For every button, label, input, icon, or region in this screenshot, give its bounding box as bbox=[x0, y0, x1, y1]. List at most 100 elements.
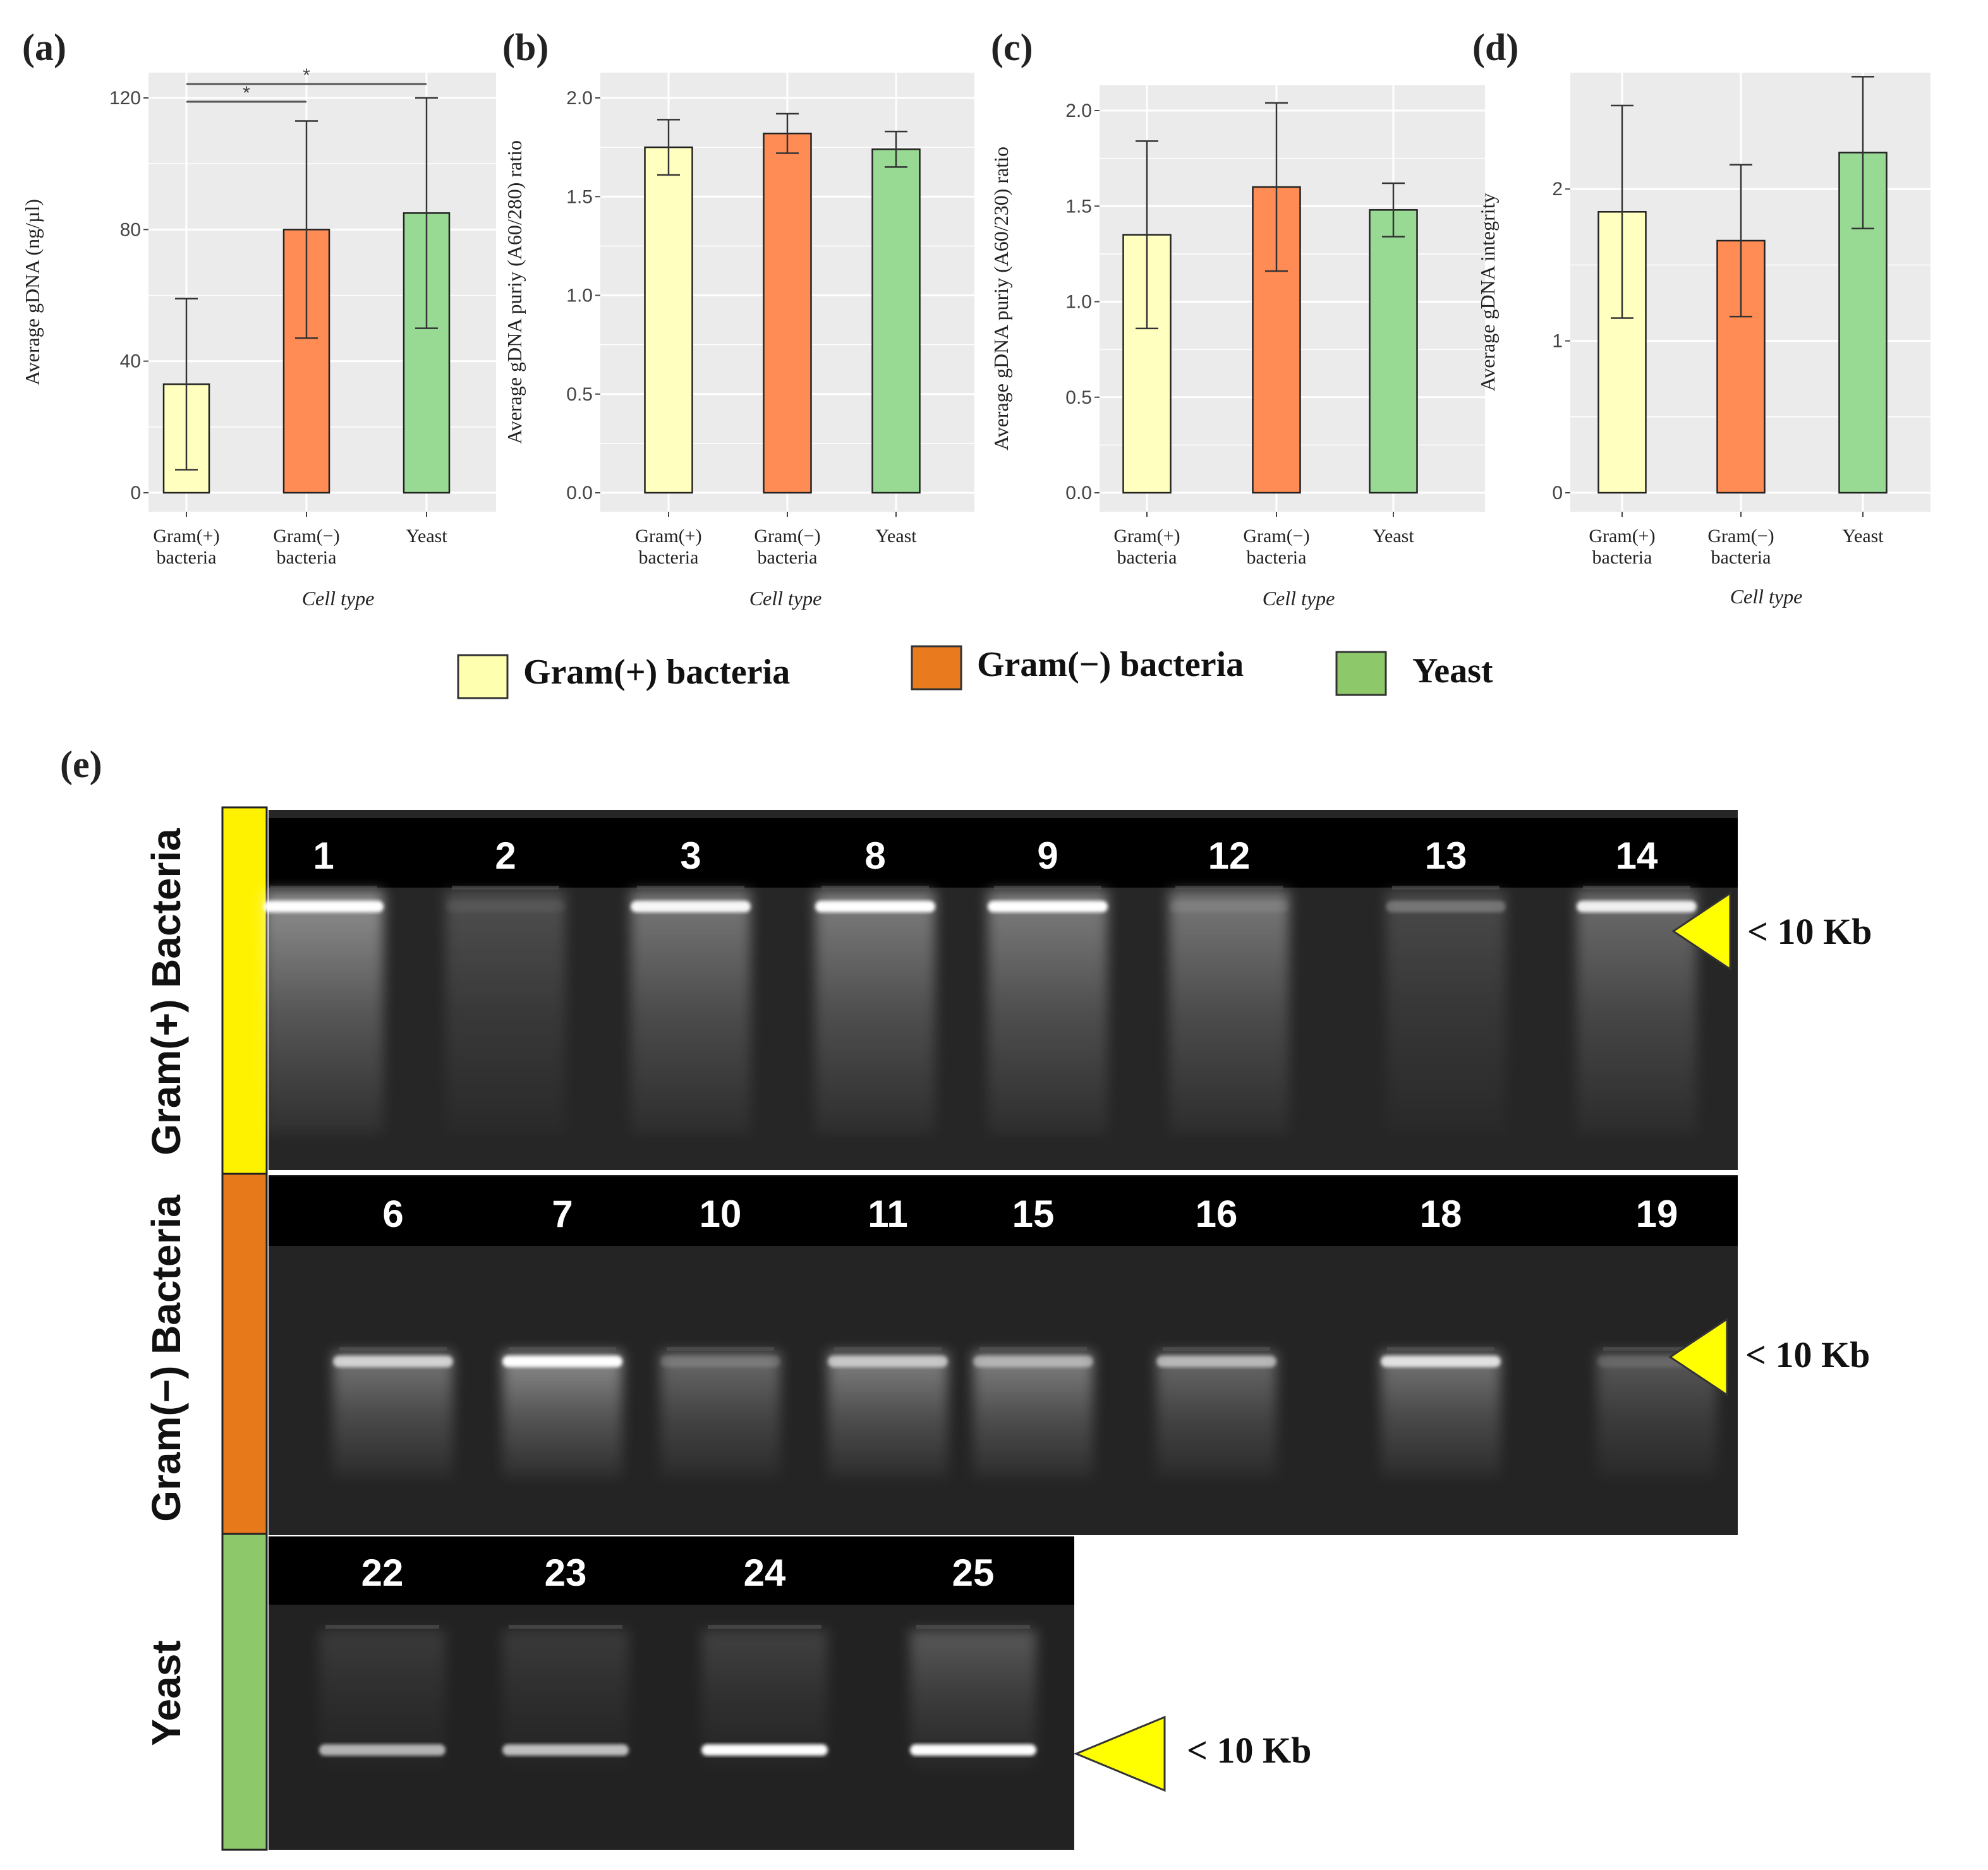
dna-band bbox=[1577, 901, 1697, 912]
size-marker-1: < 10 Kb bbox=[1671, 891, 1872, 971]
gel-well bbox=[637, 886, 744, 890]
x-tick-label: Gram(−) bacteria bbox=[273, 526, 339, 568]
legend: Gram(+) bacteria Gram(−) bacteria Yeast bbox=[457, 645, 1493, 699]
dna-smear bbox=[333, 1352, 453, 1478]
gel-well bbox=[834, 1347, 942, 1351]
dna-smear bbox=[1381, 1352, 1501, 1478]
gel-well bbox=[667, 1347, 774, 1351]
dna-smear bbox=[445, 891, 566, 1134]
size-marker-3: < 10 Kb bbox=[1074, 1715, 1311, 1792]
gel-lane: 7 bbox=[502, 1193, 622, 1478]
dna-smear bbox=[988, 891, 1108, 1134]
legend-label-gram-neg: Gram(−) bacteria bbox=[977, 645, 1244, 684]
x-axis-label: Cell type bbox=[1263, 587, 1335, 610]
dna-band bbox=[502, 1356, 622, 1367]
x-tick-label: Gram(−) bacteria bbox=[754, 526, 820, 568]
dna-smear bbox=[815, 891, 935, 1134]
legend-swatch-yeast bbox=[1335, 651, 1387, 696]
dna-smear bbox=[502, 1352, 622, 1478]
y-tick-label: 1 bbox=[1552, 331, 1563, 352]
gel-lane: 18 bbox=[1381, 1193, 1501, 1478]
bar bbox=[871, 148, 921, 494]
group-label-gram-pos: Gram(+) Bacteria bbox=[143, 828, 189, 1155]
dna-band bbox=[333, 1356, 453, 1367]
dna-band bbox=[815, 901, 935, 912]
dna-smear bbox=[631, 891, 751, 1134]
gel-well bbox=[979, 1347, 1087, 1351]
gel-well bbox=[994, 886, 1101, 890]
lane-number: 12 bbox=[1208, 835, 1251, 877]
gel-well bbox=[1387, 1347, 1494, 1351]
gel-well bbox=[325, 1625, 439, 1629]
bar bbox=[763, 133, 812, 494]
bar bbox=[644, 146, 693, 494]
lane-header bbox=[269, 1176, 1738, 1246]
y-tick-label: 40 bbox=[120, 351, 141, 372]
y-tick-label: 0 bbox=[1552, 483, 1563, 504]
gel-lane: 15 bbox=[973, 1193, 1093, 1478]
gel-lane: 24 bbox=[701, 1552, 828, 1769]
gel-well bbox=[1163, 1347, 1270, 1351]
bar bbox=[1369, 209, 1418, 494]
dna-band bbox=[631, 901, 751, 912]
gel-well bbox=[821, 886, 929, 890]
marker-arrow-icon bbox=[1671, 891, 1731, 971]
lane-number: 2 bbox=[495, 835, 516, 877]
y-tick-label: 0.5 bbox=[566, 384, 593, 405]
x-tick-label: Gram(−) bacteria bbox=[1707, 526, 1774, 568]
dna-band bbox=[502, 1744, 629, 1756]
marker-label: < 10 Kb bbox=[1745, 1334, 1870, 1375]
x-tick-label: Yeast bbox=[1842, 526, 1884, 546]
dna-band bbox=[973, 1356, 1093, 1367]
dna-band bbox=[264, 901, 384, 912]
group-bar-gram-neg bbox=[221, 1173, 268, 1535]
gel-lane: 25 bbox=[910, 1552, 1036, 1769]
x-tick-label: Yeast bbox=[1373, 526, 1414, 546]
lane-number: 25 bbox=[952, 1552, 995, 1594]
y-axis-label: Average gDNA (ng/µl) bbox=[21, 199, 44, 385]
dna-smear bbox=[264, 891, 384, 1134]
y-tick-label: 1.0 bbox=[1065, 292, 1092, 313]
marker-arrow-icon bbox=[1668, 1317, 1728, 1397]
gel-lane: 9 bbox=[988, 835, 1108, 1134]
lane-header bbox=[269, 1536, 1074, 1605]
marker-label: < 10 Kb bbox=[1187, 1730, 1311, 1771]
dna-band bbox=[910, 1744, 1036, 1756]
lane-number: 10 bbox=[700, 1193, 742, 1235]
group-label-yeast: Yeast bbox=[143, 1640, 189, 1746]
y-axis-label: Average gDNA integrity bbox=[1476, 193, 1499, 392]
dna-band bbox=[988, 901, 1108, 912]
gel-lane: 10 bbox=[660, 1193, 780, 1478]
x-tick-label: Yeast bbox=[406, 526, 447, 546]
dna-band bbox=[1386, 901, 1506, 912]
panel-label: (b) bbox=[502, 27, 549, 68]
y-tick-label: 0 bbox=[130, 483, 141, 504]
dna-band bbox=[1156, 1356, 1276, 1367]
dna-smear bbox=[1169, 891, 1289, 1134]
x-tick-label: Gram(−) bacteria bbox=[1243, 526, 1309, 568]
gel-lane: 22 bbox=[319, 1552, 445, 1769]
lane-number: 1 bbox=[313, 835, 334, 877]
bar bbox=[1252, 186, 1301, 494]
x-tick-label: Yeast bbox=[875, 526, 917, 546]
panel-label: (a) bbox=[22, 27, 66, 68]
gel-well bbox=[339, 1347, 447, 1351]
gel-lane: 23 bbox=[502, 1552, 629, 1769]
lane-header bbox=[269, 818, 1738, 888]
chart-panel-d: (d) 0 1 2 Gram(+) bacteria Gram(−) bacteria Yeas… bbox=[1472, 27, 1930, 608]
legend-swatch-gram-pos bbox=[457, 654, 509, 699]
panel-label: (c) bbox=[991, 27, 1033, 68]
dna-smear bbox=[973, 1352, 1093, 1478]
dna-band bbox=[319, 1744, 445, 1756]
gel-well bbox=[708, 1625, 821, 1629]
y-tick-label: 1.0 bbox=[566, 286, 593, 306]
size-marker-2: < 10 Kb bbox=[1668, 1317, 1870, 1397]
panel-label-e: (e) bbox=[60, 744, 102, 785]
marker-arrow-icon bbox=[1074, 1715, 1166, 1792]
y-tick-label: 0.0 bbox=[1065, 483, 1092, 504]
gel-gram-neg: 6 7 10 11 15 16 18 19 bbox=[269, 1175, 1738, 1535]
dna-smear bbox=[828, 1352, 948, 1478]
legend-swatch-gram-neg bbox=[911, 645, 962, 691]
gel-lane: 13 bbox=[1386, 835, 1506, 1134]
